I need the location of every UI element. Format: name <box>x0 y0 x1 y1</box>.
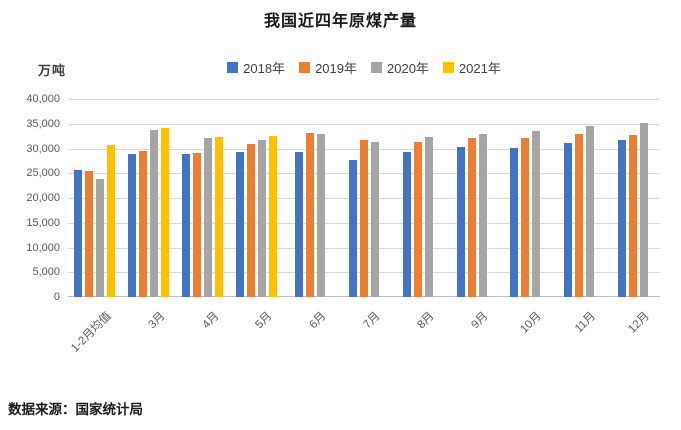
bar <box>74 170 83 297</box>
bar <box>235 151 244 297</box>
bar <box>246 143 255 297</box>
bar <box>85 170 94 297</box>
bar <box>348 159 357 297</box>
y-axis-unit-label: 万吨 <box>38 63 67 78</box>
bar-group <box>229 99 283 297</box>
y-tick-label: 25,000 <box>26 167 60 180</box>
legend-label: 2021年 <box>458 61 501 76</box>
x-tick-label: 9月 <box>469 310 491 332</box>
bar <box>161 128 170 297</box>
x-tick-label: 6月 <box>307 310 329 332</box>
bar-group <box>68 99 122 297</box>
legend-item: 2020年 <box>371 58 429 77</box>
bar <box>107 145 116 297</box>
bar <box>268 135 277 297</box>
bar <box>586 125 595 297</box>
legend-label: 2019年 <box>315 61 357 76</box>
y-tick-label: 30,000 <box>26 142 60 155</box>
bar <box>640 122 649 297</box>
bar <box>424 137 433 297</box>
bar-group <box>283 99 337 297</box>
bar-group <box>606 99 660 297</box>
legend-item: 2019年 <box>299 58 357 77</box>
x-axis-labels: 1-2月均值 3月 4月 5月 6月 7月 8月 9月 10月 11月 12月 <box>68 297 660 377</box>
bar <box>150 130 159 297</box>
bar <box>215 137 224 297</box>
bar <box>564 142 573 297</box>
legend-item: 2021年 <box>442 58 501 77</box>
bar <box>402 151 411 297</box>
bar <box>204 138 213 297</box>
bar <box>295 151 304 297</box>
bar <box>456 146 465 297</box>
x-tick-label: 8月 <box>415 310 437 332</box>
legend: 2018年 2019年 2020年 2021年 <box>68 58 660 77</box>
bar-group <box>445 99 499 297</box>
bar <box>532 131 541 297</box>
bar <box>306 133 315 297</box>
y-tick-label: 40,000 <box>26 93 60 105</box>
bar <box>193 153 202 297</box>
y-tick-label: 20,000 <box>26 192 60 204</box>
legend-label: 2020年 <box>387 61 429 76</box>
bar <box>182 153 191 297</box>
bar <box>413 141 422 297</box>
y-tick-label: 10,000 <box>26 241 60 254</box>
x-tick-label: 12月 <box>626 310 652 336</box>
bar <box>257 139 266 297</box>
legend-label: 2018年 <box>243 61 286 76</box>
x-tick-label: 3月 <box>146 310 168 332</box>
bar <box>139 150 148 297</box>
bar <box>575 133 584 297</box>
legend-swatch-icon <box>371 62 382 73</box>
x-tick-label: 5月 <box>253 310 275 332</box>
x-tick-label: 11月 <box>572 310 598 336</box>
bar <box>317 133 326 297</box>
plot-area <box>68 99 660 297</box>
bar <box>96 178 105 297</box>
bar-group <box>176 99 230 297</box>
y-tick-label: 35,000 <box>26 117 60 130</box>
legend-swatch-icon <box>442 62 454 73</box>
legend-swatch-icon <box>299 62 311 73</box>
bar <box>370 142 379 297</box>
source-note: 数据来源：国家统计局 <box>8 402 143 417</box>
bar-group <box>122 99 176 297</box>
bar <box>359 139 368 297</box>
bar-group <box>337 99 391 297</box>
gridline <box>68 123 660 125</box>
bar-group <box>499 99 553 297</box>
y-tick-label: 0 <box>53 291 60 303</box>
bar <box>467 138 476 297</box>
chart-title: 我国近四年原煤产量 <box>263 13 417 30</box>
y-tick-label: 15,000 <box>26 216 60 229</box>
bar <box>478 134 487 297</box>
x-tick-label: 10月 <box>518 310 545 336</box>
bar <box>521 137 530 297</box>
x-tick-label: 7月 <box>361 310 383 332</box>
bar <box>629 134 638 297</box>
bar-group <box>552 99 606 297</box>
legend-swatch-icon <box>227 62 239 73</box>
x-tick-label: 4月 <box>200 310 222 332</box>
bar <box>510 147 519 297</box>
bar-group <box>391 99 445 297</box>
legend-item: 2018年 <box>227 58 285 77</box>
y-axis-labels: 0 5,000 10,000 15,000 20,000 25,000 30,000 35,0… <box>0 93 60 303</box>
y-tick-label: 5,000 <box>32 266 60 279</box>
x-tick-label: 1-2月均值 <box>68 310 114 355</box>
bar <box>128 154 137 297</box>
gridline <box>68 99 660 100</box>
bar <box>618 139 627 297</box>
